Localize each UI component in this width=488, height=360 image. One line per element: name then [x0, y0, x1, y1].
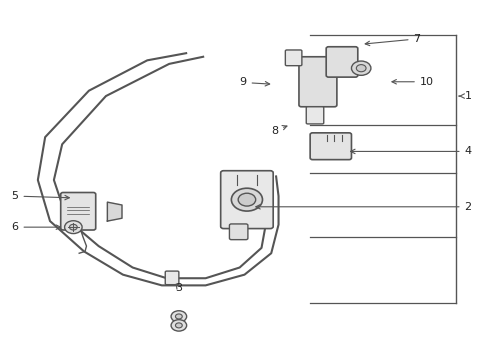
Circle shape [351, 61, 370, 75]
FancyBboxPatch shape [220, 171, 273, 229]
Text: 9: 9 [239, 77, 269, 87]
Circle shape [238, 193, 255, 206]
FancyBboxPatch shape [165, 271, 179, 285]
Text: 6: 6 [12, 222, 61, 232]
Circle shape [231, 188, 262, 211]
Text: 10: 10 [391, 77, 433, 87]
FancyBboxPatch shape [61, 193, 96, 230]
Circle shape [175, 314, 182, 319]
Circle shape [356, 64, 366, 72]
Circle shape [171, 320, 186, 331]
Text: 5: 5 [12, 191, 69, 201]
Circle shape [171, 311, 186, 322]
Text: 4: 4 [350, 147, 471, 157]
Text: 2: 2 [255, 202, 471, 212]
FancyBboxPatch shape [309, 133, 351, 159]
FancyBboxPatch shape [285, 50, 301, 66]
FancyBboxPatch shape [298, 57, 336, 107]
FancyBboxPatch shape [325, 47, 357, 77]
Text: 7: 7 [365, 34, 420, 46]
Text: 3: 3 [175, 283, 182, 293]
FancyBboxPatch shape [305, 107, 323, 124]
Text: 8: 8 [270, 126, 286, 136]
Text: 1: 1 [458, 91, 471, 101]
Circle shape [69, 224, 77, 230]
Circle shape [64, 221, 82, 234]
FancyBboxPatch shape [229, 224, 247, 240]
Circle shape [175, 323, 182, 328]
Polygon shape [107, 202, 122, 221]
